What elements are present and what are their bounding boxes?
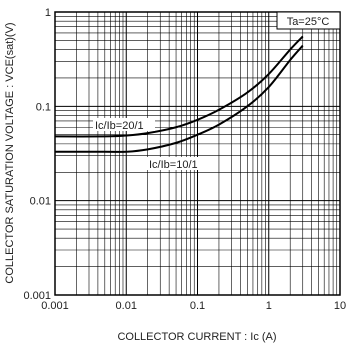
- plot-frame: [54, 11, 341, 296]
- series-label-10-bg: [147, 157, 209, 170]
- y-tick-label: 0.001: [23, 290, 51, 302]
- y-tick-label: 0.1: [36, 101, 51, 113]
- x-tick-label: 0.01: [116, 300, 137, 312]
- series-label-10: Ic/Ib=10/1: [149, 159, 198, 171]
- curves: [54, 35, 304, 153]
- condition-box: Ta=25°C: [276, 11, 341, 30]
- y-tick-label: 0.01: [30, 196, 51, 208]
- x-tick-label: 10: [334, 300, 346, 312]
- x-tick-label: 1: [266, 300, 272, 312]
- grid: [55, 12, 340, 295]
- series-label-20-group: Ic/Ib=20/1: [93, 118, 155, 132]
- series-label-10-group: Ic/Ib=10/1: [147, 157, 209, 171]
- x-axis-label: COLLECTOR CURRENT : Ic (A): [117, 331, 276, 343]
- condition-box-frame: [276, 11, 341, 30]
- series-line-10-1: [55, 44, 304, 153]
- x-tick-label: 0.1: [190, 300, 205, 312]
- tick-labels: 0.001 0.01 0.1 1 10 0.001 0.01 0.1 1: [23, 7, 346, 312]
- series-label-20-bg: [93, 118, 155, 131]
- series-label-20: Ic/Ib=20/1: [95, 120, 144, 132]
- series-line-20-1: [54, 35, 304, 138]
- condition-label: Ta=25°C: [287, 16, 330, 28]
- y-axis-label: COLLECTOR SATURATION VOLTAGE : VCE(sat)(…: [4, 22, 16, 283]
- y-tick-label: 1: [45, 7, 51, 19]
- x-tick-label: 0.001: [41, 300, 69, 312]
